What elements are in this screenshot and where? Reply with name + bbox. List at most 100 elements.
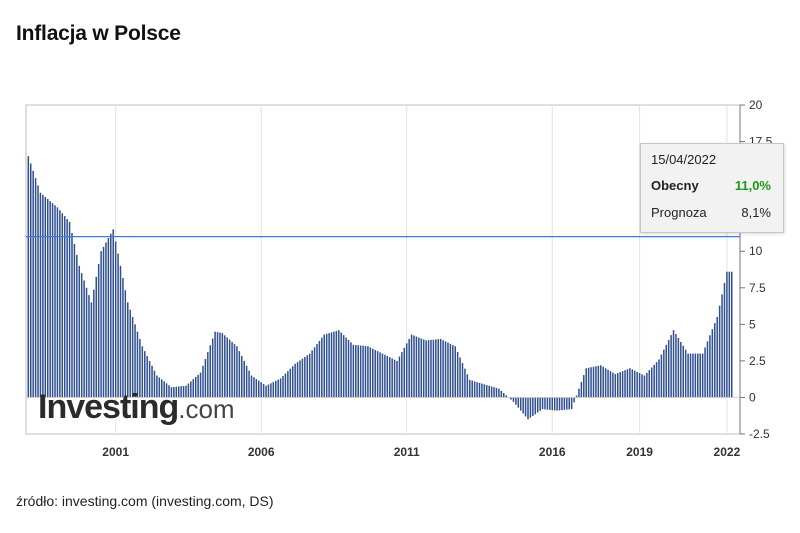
bar	[583, 375, 585, 398]
bar	[459, 357, 461, 398]
bar	[495, 387, 498, 398]
bar	[34, 178, 37, 398]
bar	[277, 379, 279, 398]
bar	[381, 353, 384, 398]
bar	[624, 370, 626, 398]
bar	[379, 352, 381, 398]
bar	[592, 366, 595, 398]
bar	[168, 385, 170, 398]
bar	[619, 372, 621, 398]
bar	[228, 339, 231, 398]
investing-logo: Investing.com	[38, 388, 235, 427]
bar	[626, 369, 629, 398]
bar	[160, 379, 163, 398]
bar	[587, 367, 590, 398]
bar	[425, 340, 427, 398]
bar	[573, 397, 575, 403]
bar	[670, 335, 672, 398]
bar	[61, 213, 64, 398]
bar	[226, 337, 228, 398]
bar	[340, 332, 342, 398]
bar	[646, 372, 648, 398]
bar	[524, 397, 527, 417]
bar	[158, 377, 161, 398]
bar	[289, 368, 292, 398]
bar	[653, 364, 655, 398]
bar	[544, 397, 546, 410]
bar	[199, 372, 202, 398]
bar	[233, 344, 236, 398]
bar	[563, 397, 566, 410]
bar	[267, 384, 270, 398]
bar	[510, 397, 512, 400]
bar	[502, 393, 505, 398]
bar	[216, 332, 219, 398]
bar	[80, 273, 83, 398]
tooltip-current-value: 11,0%	[734, 178, 771, 193]
bar	[219, 332, 221, 398]
bar	[245, 365, 248, 398]
bar	[711, 329, 714, 398]
logo-domain: .com	[178, 394, 235, 424]
bar	[408, 338, 410, 398]
bar	[490, 386, 493, 398]
bar	[282, 375, 284, 398]
bar	[151, 365, 153, 398]
bar	[30, 163, 32, 398]
bar	[362, 345, 364, 398]
bar	[393, 359, 396, 398]
bar	[427, 340, 430, 398]
bar	[37, 185, 39, 398]
bar	[308, 353, 311, 398]
bar	[558, 397, 561, 411]
bar	[680, 341, 682, 398]
tooltip-date: 15/04/2022	[651, 152, 717, 167]
bar	[100, 251, 102, 398]
x-tick-label: 2022	[714, 445, 741, 459]
x-tick-label: 2019	[626, 445, 653, 459]
bar	[546, 397, 549, 410]
bar	[330, 332, 333, 398]
bar	[396, 360, 398, 398]
bar	[505, 395, 507, 398]
bar	[372, 348, 374, 398]
bar	[129, 309, 131, 398]
bar	[323, 334, 326, 398]
chart-title: Inflacja w Polsce	[16, 22, 181, 45]
bar	[355, 345, 357, 398]
bar	[107, 238, 110, 398]
bar	[83, 280, 85, 398]
bar	[141, 346, 144, 398]
bar	[486, 385, 488, 398]
y-tick-label: -2.5	[749, 427, 770, 441]
bar	[549, 397, 551, 410]
bar	[726, 271, 728, 398]
bar	[633, 370, 636, 398]
bar	[144, 351, 146, 398]
bar	[42, 194, 44, 398]
bar	[566, 397, 568, 410]
bar	[214, 331, 216, 398]
bar	[665, 344, 668, 398]
bar	[54, 205, 56, 398]
bar	[357, 345, 359, 398]
bar	[391, 358, 393, 398]
bar	[464, 368, 466, 398]
bar	[466, 374, 469, 398]
bar	[578, 388, 580, 398]
bar	[575, 395, 578, 398]
bar	[714, 323, 716, 398]
bar	[299, 360, 301, 398]
bar	[432, 339, 435, 398]
bar	[532, 397, 534, 416]
bar	[454, 346, 456, 398]
y-tick-label: 2.5	[749, 354, 766, 368]
bar	[272, 382, 275, 398]
bar	[313, 347, 316, 398]
bar	[95, 276, 97, 398]
bar	[483, 384, 486, 398]
bar	[728, 271, 731, 398]
bar	[284, 373, 287, 398]
bar	[641, 374, 643, 398]
bar	[701, 353, 704, 398]
